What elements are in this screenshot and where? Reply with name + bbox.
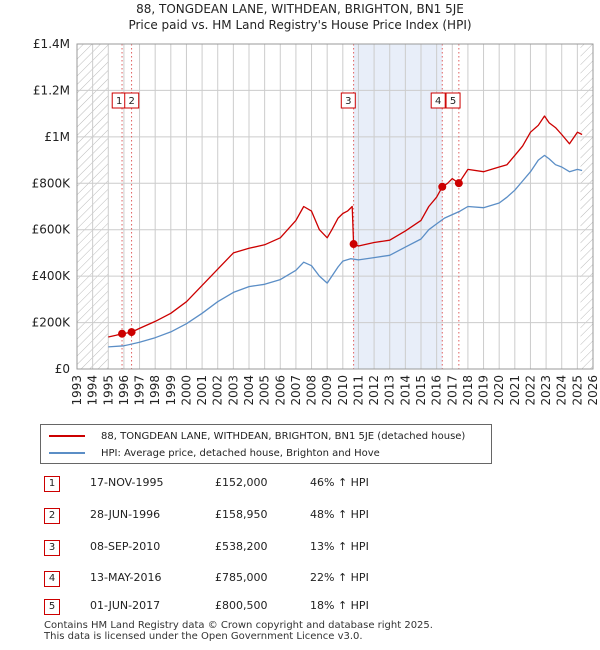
sale-marker-box [340,92,356,109]
no-data-hatch [580,44,593,369]
sale-price: £800,500 [215,599,268,612]
x-tick-label: 2004 [242,375,256,406]
y-tick-label: £600K [32,223,72,237]
footer-attribution: Contains HM Land Registry data © Crown c… [44,620,433,642]
x-tick-label: 2006 [273,375,287,406]
sale-marker-label: 2 [129,96,135,107]
x-tick-label: 2023 [539,375,553,406]
sale-marker-badge: 1 [44,476,60,492]
footer-copyright: Contains HM Land Registry data © Crown c… [44,620,433,631]
x-tick-label: 1999 [164,375,178,406]
chart-legend: 88, TONGDEAN LANE, WITHDEAN, BRIGHTON, B… [40,424,492,464]
x-tick-label: 2010 [336,375,350,406]
sale-hpi-change: 22% ↑ HPI [310,571,369,584]
legend-label-hpi: HPI: Average price, detached house, Brig… [101,447,380,459]
x-tick-label: 1997 [133,375,147,406]
x-tick-label: 2017 [445,375,459,406]
y-tick-label: £1M [44,130,70,144]
x-tick-label: 2001 [195,375,209,406]
sale-hpi-change: 48% ↑ HPI [310,508,369,521]
x-tick-label: 2025 [570,375,584,406]
sale-marker-box [124,92,140,109]
x-tick-label: 2002 [211,375,225,406]
x-tick-label: 2011 [351,375,365,406]
sale-date: 08-SEP-2010 [90,540,161,553]
sale-hpi-change: 13% ↑ HPI [310,540,369,553]
sale-point [454,179,463,188]
x-tick-label: 2014 [398,375,412,406]
sale-hpi-change: 46% ↑ HPI [310,476,369,489]
legend-label-property: 88, TONGDEAN LANE, WITHDEAN, BRIGHTON, B… [101,430,466,442]
x-tick-label: 2003 [226,375,240,406]
sale-marker-label: 1 [116,96,122,107]
sale-marker-badge: 5 [44,599,60,615]
sale-marker-badge: 4 [44,571,60,587]
chart-title-address: 88, TONGDEAN LANE, WITHDEAN, BRIGHTON, B… [136,2,464,16]
hpi-line [108,154,583,348]
sale-marker-box [430,92,446,109]
sale-point [438,182,447,191]
sale-date: 01-JUN-2017 [90,599,161,612]
footer-license: This data is licensed under the Open Gov… [44,631,363,642]
x-tick-label: 2026 [586,375,600,406]
y-tick-label: £1.2M [33,83,70,97]
shaded-period [353,44,443,369]
sale-date: 28-JUN-1996 [90,508,161,521]
x-tick-label: 2009 [320,375,334,406]
y-tick-label: £1.4M [33,37,70,51]
sale-price: £152,000 [215,476,268,489]
x-tick-label: 1993 [70,375,84,406]
y-tick-label: £400K [32,269,72,283]
sale-price: £538,200 [215,540,268,553]
x-tick-label: 1995 [101,375,115,406]
y-tick-label: £200K [32,316,72,330]
x-tick-label: 2022 [523,375,537,406]
sale-marker-label: 4 [435,96,441,107]
x-tick-label: 2016 [430,375,444,406]
x-tick-label: 2020 [492,375,506,406]
sale-point [127,328,136,337]
x-tick-label: 2021 [508,375,522,406]
x-tick-label: 1996 [117,375,131,406]
x-tick-label: 2024 [555,375,569,406]
x-tick-label: 2000 [179,375,193,406]
x-tick-label: 2007 [289,375,303,406]
y-tick-label: £0 [55,362,70,376]
sale-marker-badge: 3 [44,540,60,556]
x-tick-label: 2019 [477,375,491,406]
sale-price: £785,000 [215,571,268,584]
x-tick-label: 1998 [148,375,162,406]
sale-marker-label: 5 [450,96,456,107]
sale-price: £158,950 [215,508,268,521]
x-tick-label: 2018 [461,375,475,406]
sale-hpi-change: 18% ↑ HPI [310,599,369,612]
sale-point [349,240,358,249]
legend-swatch-property [49,435,85,437]
sale-marker-badge: 2 [44,508,60,524]
x-tick-label: 1994 [86,375,100,406]
property-price-line [108,115,583,338]
chart-subtitle: Price paid vs. HM Land Registry's House … [128,18,472,32]
sale-marker-label: 3 [345,96,351,107]
sale-date: 17-NOV-1995 [90,476,164,489]
legend-item-hpi: HPI: Average price, detached house, Brig… [49,445,380,461]
sale-marker-box [445,92,461,109]
x-tick-label: 2015 [414,375,428,406]
x-tick-label: 2013 [383,375,397,406]
legend-swatch-hpi [49,452,85,454]
y-tick-label: £800K [32,176,72,190]
legend-item-property: 88, TONGDEAN LANE, WITHDEAN, BRIGHTON, B… [49,428,465,444]
x-tick-label: 2012 [367,375,381,406]
plot-frame [76,43,594,370]
sale-date: 13-MAY-2016 [90,571,162,584]
x-tick-label: 2005 [258,375,272,406]
x-tick-label: 2008 [305,375,319,406]
sale-point [118,329,127,338]
